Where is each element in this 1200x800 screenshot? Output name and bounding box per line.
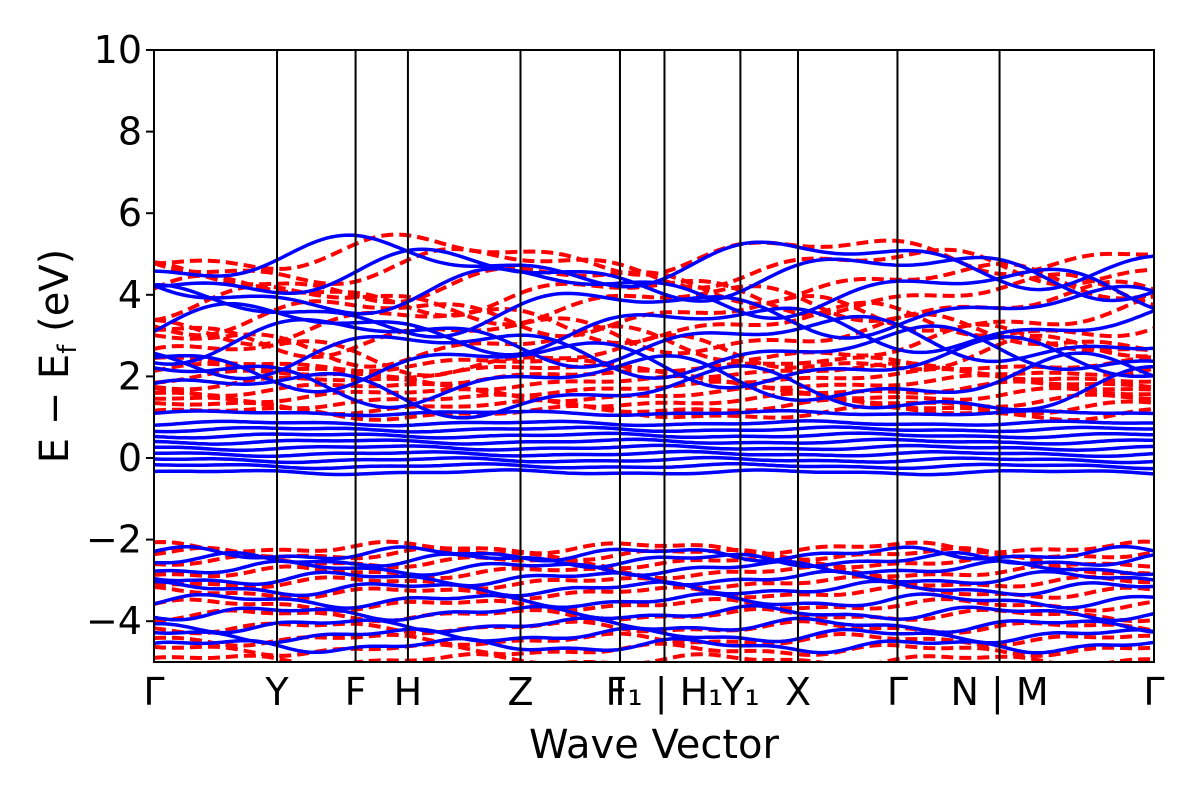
- x-tick-label: X: [785, 670, 811, 714]
- spin-down-band: [154, 631, 1154, 648]
- spin-up-band: [154, 351, 1154, 410]
- y-axis: −4 −2 0 2 4 6 8 10: [86, 28, 154, 643]
- spin-up-band: [154, 468, 1154, 477]
- y-tick-label: 8: [118, 110, 142, 154]
- spin-up-band: [154, 364, 1154, 420]
- spin-down-band: [154, 385, 1154, 405]
- x-axis-label: Wave Vector: [529, 722, 780, 768]
- x-tick-label: Γ: [1143, 670, 1164, 714]
- spin-up-band: [154, 462, 1154, 471]
- spin-up-band: [154, 335, 1154, 394]
- spin-up-band: [154, 449, 1154, 459]
- x-tick-label: H: [394, 670, 423, 714]
- spin-up-band: [154, 408, 1154, 418]
- spin-down-band: [154, 322, 1154, 369]
- spin-up-band: [154, 559, 1154, 578]
- high-symmetry-lines: [276, 50, 1001, 662]
- y-tick-label: 2: [118, 354, 142, 398]
- spin-up-band: [154, 455, 1154, 465]
- spin-down-band: [154, 574, 1154, 591]
- x-tick-label: Y: [264, 670, 289, 714]
- spin-up-band: [154, 626, 1154, 645]
- spin-up-band: [154, 579, 1154, 598]
- spin-up-band: [154, 419, 1154, 428]
- spin-down-band: [154, 564, 1154, 581]
- spin-up-band: [154, 443, 1154, 452]
- spin-down-band: [154, 539, 1154, 556]
- x-tick-label: F₁ | H₁: [606, 670, 724, 715]
- spin-down-band: [154, 355, 1154, 374]
- spin-up-band: [154, 425, 1154, 434]
- y-axis-label-main: E − E: [32, 354, 78, 464]
- y-axis-label-subscript: f: [53, 344, 83, 354]
- plot-frame: [153, 49, 1155, 663]
- spin-down-band: [154, 232, 1154, 277]
- x-tick-label: Γ: [887, 670, 908, 714]
- spin-up-band: [154, 283, 1154, 340]
- y-tick-label: 6: [118, 191, 142, 235]
- spin-up-band: [154, 324, 1154, 381]
- x-tick-label: F: [345, 670, 367, 714]
- spin-up-band: [154, 233, 1154, 292]
- spin-up-band: [154, 616, 1154, 635]
- spin-down-band: [154, 300, 1154, 347]
- spin-up-band: [154, 569, 1154, 588]
- spin-up-band: [154, 247, 1154, 303]
- y-tick-label: −2: [86, 518, 142, 562]
- x-tick-label: I: [614, 670, 625, 714]
- spin-up-band: [154, 603, 1154, 623]
- y-tick-label: −4: [86, 599, 142, 643]
- band-lines: [154, 232, 1154, 662]
- spin-up-band: [154, 437, 1154, 446]
- spin-down-band: [154, 312, 1154, 360]
- x-tick-label: Y₁: [720, 670, 759, 714]
- spin-down-band: [154, 584, 1154, 601]
- spin-up-band: [154, 544, 1154, 563]
- x-tick-label: N | M: [950, 670, 1048, 715]
- x-tick-label: Γ: [143, 670, 164, 714]
- y-tick-label: 10: [94, 28, 142, 72]
- y-tick-label: 4: [118, 273, 142, 317]
- y-axis-label: E − Ef (eV): [32, 249, 83, 464]
- spin-up-band: [154, 591, 1154, 610]
- spin-down-band: [154, 651, 1154, 662]
- y-axis-label-unit: (eV): [32, 249, 78, 345]
- spin-up-band: [154, 431, 1154, 440]
- spin-down-band: [154, 619, 1154, 636]
- spin-down-band: [154, 294, 1154, 339]
- y-tick-label: 0: [118, 436, 142, 480]
- spin-up-band: [154, 301, 1154, 357]
- x-tick-label: Z: [507, 670, 533, 714]
- spin-down-band: [154, 361, 1154, 380]
- spin-down-band: [154, 272, 1154, 318]
